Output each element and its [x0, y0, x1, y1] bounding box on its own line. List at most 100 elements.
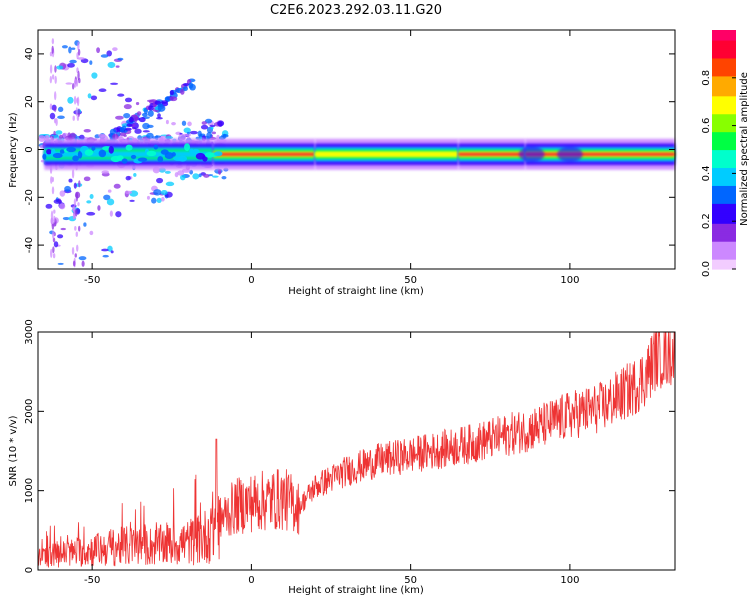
spectrogram-blob — [133, 173, 136, 177]
spectrogram-blob — [129, 200, 135, 202]
spectrogram-blob — [77, 202, 79, 206]
snr-x-axis-label: Height of straight line (km) — [288, 585, 424, 596]
colorbar-label: Normalized spectral amplitude — [739, 72, 750, 226]
spectrogram-blob — [50, 76, 52, 83]
spectrogram-blob — [68, 47, 72, 54]
spectrogram-blob — [51, 46, 53, 54]
spectrogram-blob — [64, 186, 71, 192]
spectrogram-blob — [86, 212, 95, 216]
spectrogram-blob — [108, 190, 112, 193]
spectrogram-blob — [126, 124, 132, 127]
spectrogram-blob — [201, 125, 208, 130]
spectrogram-blob — [50, 218, 52, 224]
spectrogram-clump — [184, 143, 190, 151]
spectrogram-blob — [157, 104, 163, 107]
spectrogram-blob — [82, 261, 85, 267]
spectrogram-clump — [214, 151, 222, 156]
spectrogram-clump — [157, 156, 163, 162]
spectrogram-blob — [76, 245, 78, 252]
spectrogram-bump — [519, 146, 544, 162]
spectrogram-blob — [74, 226, 76, 231]
spectrogram-blob — [78, 226, 80, 232]
colorbar-tick-label: 0.2 — [701, 213, 712, 229]
spectrogram-band-layer — [315, 153, 458, 156]
spectrogram-blob — [65, 82, 72, 84]
spectrogram-blob — [53, 209, 55, 213]
colorbar-step — [712, 30, 736, 33]
y-tick-label: -40 — [24, 237, 35, 253]
spectrogram-blob — [170, 90, 174, 95]
spectrogram-blob — [91, 72, 97, 78]
spectrogram-blob — [190, 131, 198, 135]
spectrogram-blob — [101, 54, 109, 57]
spectrogram-blob — [166, 182, 175, 186]
spectrogram-blob — [50, 103, 52, 110]
spectrogram-blob — [67, 97, 73, 104]
spectrogram-blob — [183, 83, 189, 86]
spectrogram-blob — [53, 253, 55, 258]
x-tick-label: 0 — [248, 275, 254, 286]
spectrogram-blob — [77, 96, 79, 106]
spectrogram-blob — [210, 125, 216, 127]
spectrogram-blob — [97, 205, 100, 211]
spectrogram-clump — [66, 147, 76, 152]
snr-panel: -50 0 50 100 0 1000 2000 3000 Height of straig… — [8, 319, 675, 596]
spectrogram-blob — [67, 63, 75, 68]
spectrogram-blob — [59, 203, 65, 209]
spectrogram-blob — [99, 88, 107, 92]
spectrogram-blob — [218, 169, 221, 175]
spectrogram-band-layer — [44, 153, 213, 156]
spectrogram-blob — [52, 230, 54, 239]
y-tick-label: 20 — [24, 95, 35, 108]
spectrogram-blob — [129, 117, 134, 123]
x-tick-label: 50 — [404, 275, 417, 286]
spectrogram-blob — [54, 65, 56, 72]
y-tick-label: 2000 — [24, 399, 35, 424]
y-tick-label: 0 — [24, 567, 35, 573]
spectrogram-blob — [108, 62, 116, 68]
spectrogram-blob — [88, 93, 92, 98]
spectrogram-blob — [110, 211, 113, 217]
spectrogram-blob — [117, 93, 124, 96]
spectrogram-blob — [134, 129, 141, 134]
spectrogram-blob — [60, 228, 66, 230]
colorbar: 0.00.20.40.60.8 Normalized spectral ampl… — [701, 30, 750, 277]
spectrogram-blob — [50, 113, 55, 120]
spectrogram-clump — [42, 154, 46, 160]
spectrogram-clump — [131, 155, 136, 159]
spectrogram-blob — [74, 183, 77, 189]
spectrogram-blob — [125, 98, 132, 103]
spectrogram-blob — [50, 249, 52, 258]
spectrogram-blob — [72, 169, 74, 178]
spectrogram-band — [42, 139, 675, 170]
spectrogram-blob — [202, 121, 207, 125]
spectrogram-blob — [52, 223, 54, 229]
spectrogram-blob — [78, 180, 80, 187]
spectrogram-blob — [157, 198, 162, 203]
spectrogram-blob — [165, 171, 171, 174]
spectrogram-blob — [58, 263, 64, 265]
spectrogram-blob — [125, 191, 132, 194]
spectrogram-blob — [76, 232, 78, 237]
spectrogram-blob — [187, 122, 192, 127]
x-tick-label: 100 — [560, 575, 579, 586]
spectrogram-blob — [111, 250, 114, 253]
spectrogram-clump — [178, 156, 187, 162]
spectrogram-blob — [55, 130, 62, 134]
spectrogram-blob — [54, 91, 56, 100]
spectrogram-blob — [206, 132, 212, 139]
x-tick-label: 100 — [560, 275, 579, 286]
spectrogram-blob — [102, 255, 108, 258]
spectrogram-blob — [166, 120, 169, 124]
spectrogram-blob — [203, 174, 209, 178]
spectrogram-blob — [53, 216, 55, 223]
spectrogram-blob — [54, 76, 56, 84]
spectrogram-blob — [153, 189, 161, 195]
spectrogram-clump — [46, 149, 51, 154]
colorbar-tick-label: 0.4 — [701, 165, 712, 181]
spectrogram-blob — [54, 107, 56, 112]
spectrogram-blob — [114, 184, 121, 189]
spectrogram-blob — [119, 132, 126, 136]
colorbar-tick-label: 0.0 — [701, 261, 712, 277]
spectrogram-blob — [124, 104, 132, 109]
